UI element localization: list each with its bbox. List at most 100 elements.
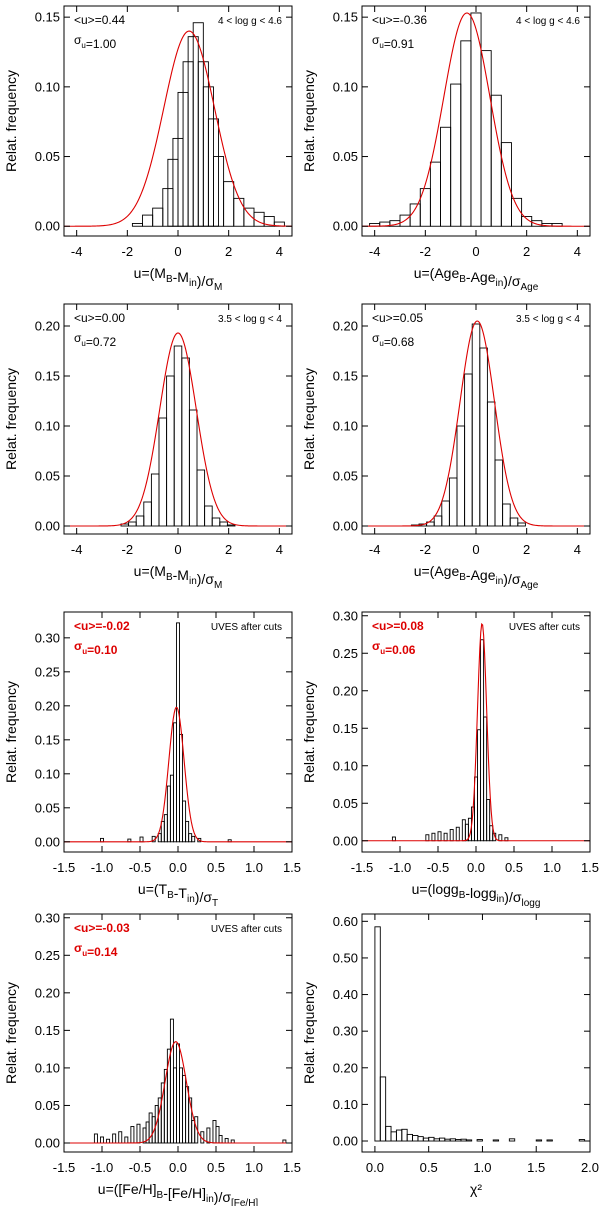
- histogram-bar: [128, 521, 137, 527]
- histogram-bar: [118, 1131, 123, 1144]
- x-tick-label: 0: [174, 244, 181, 259]
- y-tick-label: 0.30: [333, 608, 358, 623]
- histogram-bar: [438, 1137, 446, 1142]
- histogram-bar: [172, 1067, 177, 1144]
- histogram-bar: [448, 477, 458, 527]
- histogram-bar: [185, 1086, 190, 1144]
- histogram-bar: [169, 1018, 174, 1144]
- x-tick-label: 0: [174, 542, 181, 557]
- histogram-bar: [450, 83, 462, 227]
- x-tick-label: -1.0: [389, 860, 411, 875]
- gaussian-fit-line: [64, 1041, 292, 1144]
- histogram-bar: [188, 409, 198, 527]
- condition-annotation: UVES after cuts: [509, 622, 580, 633]
- histogram-bar: [509, 517, 519, 527]
- histogram-bar: [461, 819, 466, 842]
- histogram-bar: [492, 1139, 500, 1142]
- x-tick-label: 0.5: [207, 860, 225, 875]
- x-tick-label: 0.5: [420, 1160, 438, 1175]
- y-tick-label: 0.15: [333, 721, 358, 736]
- y-tick-label: 0.05: [333, 469, 358, 484]
- gaussian-fit-line: [64, 332, 292, 527]
- x-tick-label: 4: [574, 244, 581, 259]
- histogram-bar: [456, 425, 466, 527]
- histogram-bar: [196, 469, 206, 527]
- x-tick-label: 2: [523, 542, 530, 557]
- histogram-bar: [437, 831, 442, 842]
- gaussian-fit-line: [64, 30, 293, 227]
- y-tick-label: 0.40: [333, 987, 358, 1002]
- condition-annotation: 4 < log g < 4.6: [218, 16, 282, 27]
- y-axis-label: Relat. frequency: [3, 368, 19, 470]
- y-axis-label: Relat. frequency: [301, 368, 317, 470]
- x-tick-label: -1.0: [91, 860, 113, 875]
- y-tick-label: 0.20: [333, 1060, 358, 1075]
- histogram-bar: [166, 785, 171, 843]
- histogram-bar: [204, 505, 213, 527]
- y-tick-label: 0.15: [35, 1023, 60, 1038]
- histogram-bar: [191, 835, 196, 843]
- y-tick-label: 0.00: [35, 834, 60, 849]
- x-tick-label: 4: [276, 244, 283, 259]
- condition-annotation: 3.5 < log g < 4: [218, 314, 282, 325]
- x-axis-label: u=(AgeB-Agein)/σAge: [414, 563, 539, 591]
- y-tick-label: 0.05: [35, 800, 60, 815]
- x-tick-label: -4: [71, 244, 83, 259]
- histogram-bar: [112, 1133, 117, 1144]
- mean-annotation: <u>=0.08: [372, 619, 424, 633]
- histogram-panel-5: -1.5 -1.0 -0.5 0.0 0.5 1.0 1.5 0.00 0.05 0.10 0.15…: [3, 611, 301, 909]
- histogram-bar: [508, 1138, 516, 1142]
- histogram-bar: [160, 820, 165, 843]
- x-tick-label: 0.5: [207, 1160, 225, 1175]
- y-tick-label: 0.25: [35, 664, 60, 679]
- histogram-bar: [460, 40, 472, 227]
- y-tick-label: 0.00: [35, 519, 60, 534]
- x-axis-label: u=([Fe/H]B-[Fe/H]in)/σ[Fe/H]: [98, 1181, 259, 1206]
- x-tick-label: -0.5: [129, 1160, 151, 1175]
- histogram-bar: [502, 503, 511, 527]
- histogram-bar: [197, 837, 202, 843]
- x-tick-label: 0: [472, 244, 479, 259]
- histogram-bar: [511, 197, 523, 227]
- x-tick-label: -4: [369, 542, 381, 557]
- y-tick-label: 0.00: [333, 519, 358, 534]
- x-tick-label: 0.0: [467, 860, 485, 875]
- y-tick-label: 0.50: [333, 950, 358, 965]
- mean-annotation: <u>=-0.02: [74, 619, 130, 633]
- histogram-bar: [142, 214, 154, 227]
- histogram-bar: [483, 716, 488, 842]
- x-axis-label: u=(loggB-loggin)/σlogg: [412, 881, 541, 909]
- histogram-bar: [176, 1043, 180, 1144]
- histogram-bar: [130, 1126, 135, 1144]
- histogram-bar: [172, 722, 177, 843]
- histogram-bar: [124, 1136, 129, 1144]
- y-axis-label: Relat. frequency: [301, 982, 317, 1084]
- histogram-bar: [486, 799, 491, 842]
- histogram-panel-6: -1.5 -1.0 -0.5 0.0 0.5 1.0 1.5 0.00 0.05 0.10 0.15…: [301, 608, 599, 909]
- y-tick-label: 0.20: [35, 319, 60, 334]
- histogram-panel-7: -1.5 -1.0 -0.5 0.0 0.5 1.0 1.5 0.00 0.05 0.10 0.15…: [3, 910, 301, 1206]
- y-tick-label: 0.00: [35, 1135, 60, 1150]
- x-tick-label: -4: [71, 542, 83, 557]
- sigma-annotation: σu=1.00: [74, 33, 117, 51]
- y-tick-label: 0.10: [333, 1097, 358, 1112]
- histogram-bar: [406, 1133, 414, 1142]
- histogram-bar: [163, 814, 168, 843]
- x-tick-label: -2: [420, 244, 432, 259]
- y-tick-label: 0.10: [333, 419, 358, 434]
- histogram-bar: [433, 1138, 440, 1142]
- histogram-bar: [150, 473, 160, 527]
- histogram-bar: [489, 825, 494, 842]
- y-axis-label: Relat. frequency: [3, 982, 19, 1084]
- y-tick-label: 0.10: [35, 1060, 60, 1075]
- y-tick-label: 0.10: [35, 766, 60, 781]
- histogram-bar: [191, 1120, 196, 1144]
- histogram-bar: [179, 1067, 184, 1144]
- histogram-bar: [223, 181, 235, 227]
- mean-annotation: <u>=0.05: [372, 311, 423, 325]
- y-axis-label: Relat. frequency: [3, 70, 19, 172]
- x-tick-label: 1.0: [245, 860, 263, 875]
- histogram-bar: [152, 207, 164, 227]
- histogram-bar: [449, 1138, 457, 1142]
